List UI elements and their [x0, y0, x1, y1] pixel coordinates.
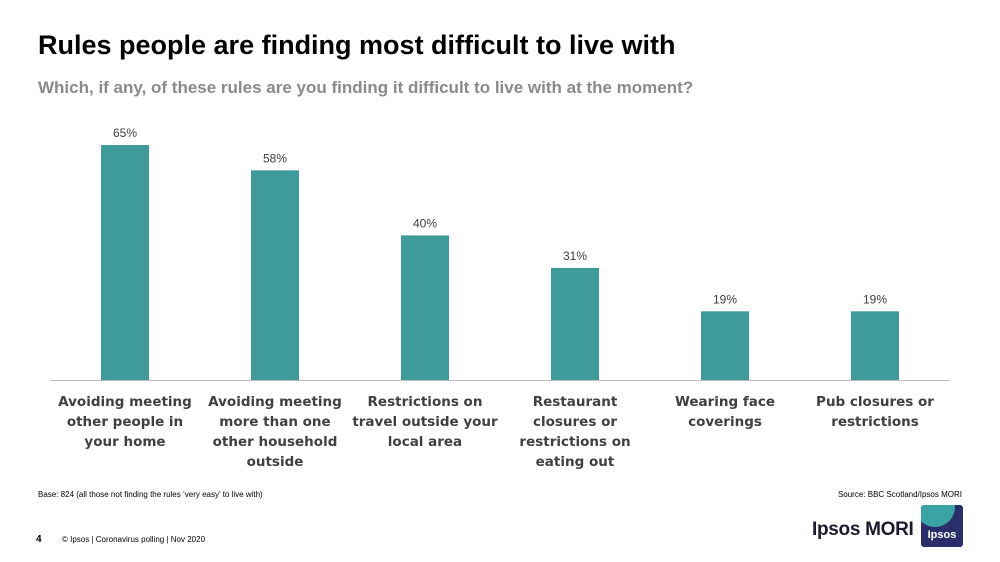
- bar: [551, 267, 599, 380]
- page-number: 4: [36, 534, 42, 545]
- logo-text: Ipsos: [927, 529, 957, 541]
- bar: [251, 170, 299, 380]
- brand-wordmark: Ipsos MORI: [812, 519, 914, 540]
- category-label: Pub closures or restrictions: [816, 394, 934, 430]
- ipsos-logo-icon: Ipsos: [921, 505, 963, 547]
- bar: [101, 145, 149, 380]
- source-note: Source: BBC Scotland/Ipsos MORI: [837, 490, 962, 499]
- slide-subtitle: Which, if any, of these rules are you fi…: [38, 78, 694, 97]
- data-label: 40%: [413, 216, 437, 230]
- slide-title: Rules people are finding most difficult …: [38, 30, 676, 60]
- category-label: Avoiding meeting more than one other hou…: [208, 394, 342, 470]
- category-label: Avoiding meeting other people in your ho…: [58, 394, 192, 450]
- bar: [701, 311, 749, 380]
- category-label: Restaurant closures or restrictions on e…: [519, 394, 631, 470]
- category-label: Wearing face coverings: [674, 394, 776, 430]
- data-label: 19%: [713, 292, 737, 306]
- data-label: 19%: [863, 292, 887, 306]
- bar: [401, 235, 449, 380]
- data-label: 58%: [263, 151, 287, 165]
- base-note: Base: 824 (all those not finding the rul…: [38, 490, 263, 499]
- footer-text: © Ipsos | Coronavirus polling | Nov 2020: [62, 535, 206, 544]
- category-label: Restrictions on travel outside your loca…: [352, 394, 498, 450]
- bar: [851, 311, 899, 380]
- data-label: 65%: [113, 126, 137, 140]
- data-label: 31%: [563, 249, 587, 263]
